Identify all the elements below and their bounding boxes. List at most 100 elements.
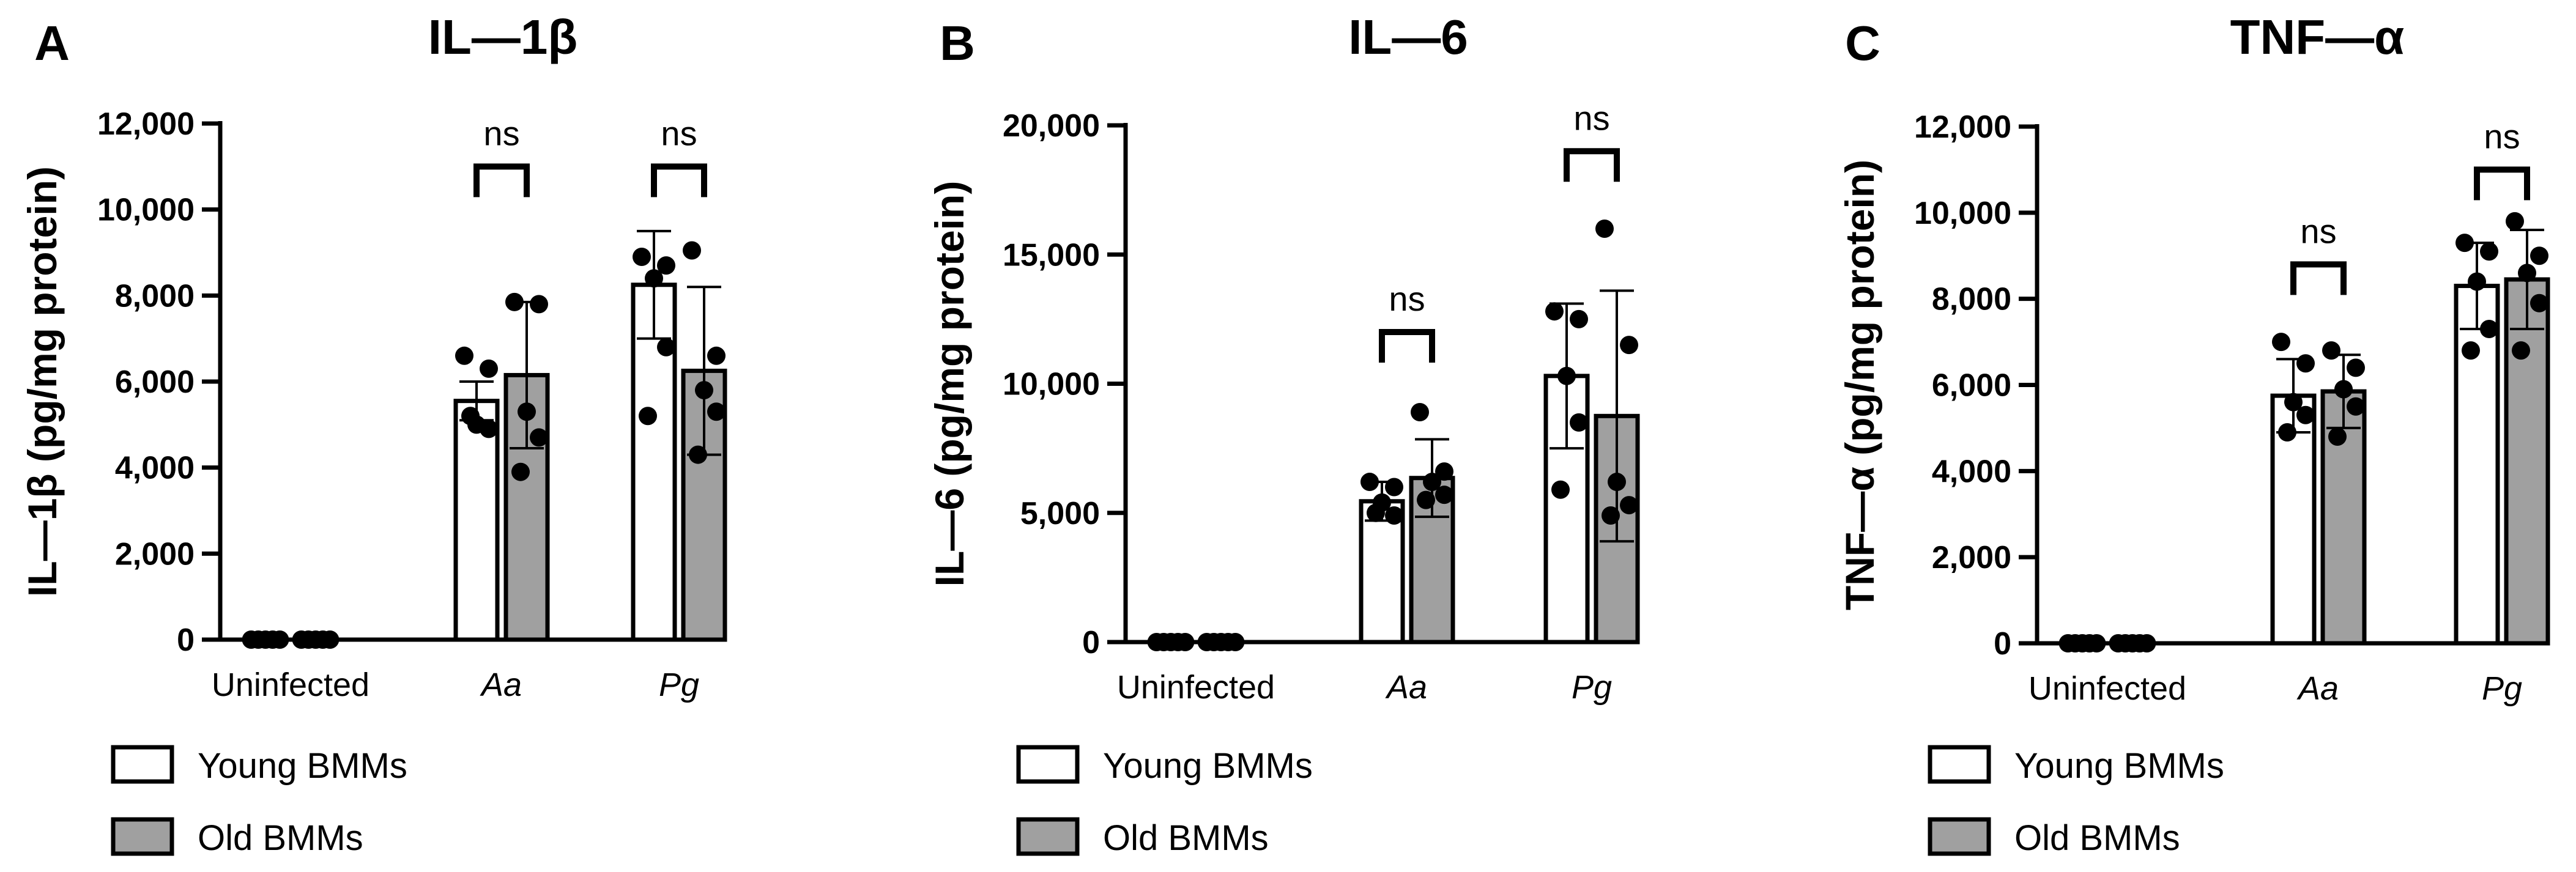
legend-label-old: Old BMMs — [198, 818, 363, 858]
significance-bracket — [2290, 261, 2347, 295]
data-point — [1595, 220, 1614, 238]
data-point — [455, 346, 473, 365]
y-tick-label: 10,000 — [1914, 196, 2011, 231]
data-point — [2347, 358, 2365, 377]
y-tick-label: 12,000 — [1914, 109, 2011, 145]
significance-label: ns — [1389, 279, 1425, 318]
data-point — [530, 428, 548, 447]
data-point — [511, 462, 530, 481]
significance-label: ns — [2484, 117, 2520, 155]
bar-young — [2454, 284, 2500, 646]
y-tick-label: 2,000 — [115, 536, 195, 572]
y-tick-label: 5,000 — [1020, 496, 1100, 531]
data-point — [683, 241, 701, 260]
data-point — [1620, 496, 1638, 515]
data-point — [2530, 246, 2548, 265]
data-point — [1360, 473, 1379, 492]
legend-label-young: Young BMMs — [198, 746, 407, 786]
legend-swatch-young — [1016, 745, 1080, 784]
significance-label: ns — [661, 114, 697, 152]
data-point — [505, 292, 524, 311]
data-point — [2518, 264, 2536, 283]
data-point — [1570, 413, 1588, 432]
data-point — [2462, 341, 2480, 360]
data-point — [2530, 294, 2548, 312]
chart-title: TNF—α — [2230, 10, 2405, 64]
data-point — [480, 359, 498, 378]
y-tick-label: 10,000 — [1003, 367, 1100, 402]
y-axis-label: IL—6 (pg/mg protein) — [927, 181, 972, 587]
legend-swatch-old — [1016, 817, 1080, 856]
y-tick-label: 6,000 — [115, 364, 195, 400]
data-point — [657, 338, 675, 357]
significance-bracket — [1564, 148, 1620, 182]
data-point — [1367, 503, 1385, 522]
legend-swatch-young — [111, 745, 174, 784]
data-point — [1417, 490, 1435, 509]
significance-bracket — [473, 163, 530, 198]
chart-panel-b: B IL—6 IL—6 (pg/mg protein) 0 5,000 10,000 15,… — [927, 10, 1640, 858]
panel-letter: B — [940, 16, 975, 70]
x-tick-label: Pg — [2482, 670, 2522, 707]
data-point — [1385, 506, 1403, 525]
panel-letter: C — [1845, 16, 1880, 70]
panel-letter: A — [34, 16, 70, 70]
data-point — [2328, 427, 2347, 446]
data-point — [518, 402, 536, 421]
significance-label: ns — [483, 114, 519, 152]
chart-title: IL—6 — [1348, 10, 1468, 64]
data-point — [633, 248, 651, 267]
data-point — [689, 445, 707, 464]
y-tick-label: 4,000 — [115, 451, 195, 486]
data-point — [1620, 336, 1638, 355]
legend-label-old: Old BMMs — [2014, 818, 2180, 858]
y-tick-label: 4,000 — [1932, 454, 2011, 489]
data-point — [2506, 212, 2524, 231]
data-point — [2296, 354, 2315, 373]
bar-old — [2504, 277, 2550, 646]
data-point — [530, 295, 548, 314]
data-point — [2347, 397, 2365, 416]
chart-panel-c: C TNF—α TNF—α (pg/mg protein) 0 2,000 4,000 6,… — [1837, 10, 2550, 858]
data-point — [480, 419, 498, 438]
data-point — [2334, 380, 2353, 399]
significance-label: ns — [1573, 98, 1609, 137]
legend-swatch-old — [1928, 817, 1991, 856]
data-point — [1435, 462, 1453, 481]
data-point — [1602, 506, 1620, 525]
y-tick-label: 2,000 — [1932, 540, 2011, 575]
x-tick-label: Aa — [1385, 669, 1427, 706]
legend-label-young: Young BMMs — [1103, 746, 1313, 786]
data-point — [2137, 634, 2156, 652]
x-tick-label: Pg — [1572, 669, 1612, 706]
data-point — [2480, 242, 2498, 261]
data-point — [1557, 366, 1576, 385]
x-tick-label: Uninfected — [2029, 670, 2186, 707]
data-point — [2480, 319, 2498, 338]
data-point — [1226, 633, 1245, 651]
data-point — [1570, 309, 1588, 328]
data-point — [1385, 478, 1403, 497]
data-point — [461, 407, 480, 426]
data-point — [2512, 341, 2530, 360]
significance-bracket — [651, 163, 707, 198]
legend-label-young: Young BMMs — [2014, 746, 2224, 786]
y-tick-label: 0 — [1082, 625, 1100, 660]
y-tick-label: 6,000 — [1932, 368, 2011, 404]
y-axis-label: IL—1β (pg/mg protein) — [20, 166, 65, 597]
data-point — [1545, 302, 1564, 321]
data-point — [645, 269, 663, 288]
y-tick-label: 0 — [1994, 626, 2011, 662]
data-point — [2278, 423, 2296, 442]
data-point — [2296, 405, 2315, 424]
significance-label: ns — [2300, 212, 2336, 250]
data-point — [2322, 341, 2340, 360]
data-point — [2455, 234, 2474, 253]
x-tick-label: Aa — [2296, 670, 2339, 707]
data-point — [1608, 473, 1626, 492]
data-point — [1551, 480, 1570, 499]
data-point — [1411, 402, 1429, 421]
data-point — [2284, 393, 2303, 412]
x-tick-label: Aa — [480, 667, 522, 703]
